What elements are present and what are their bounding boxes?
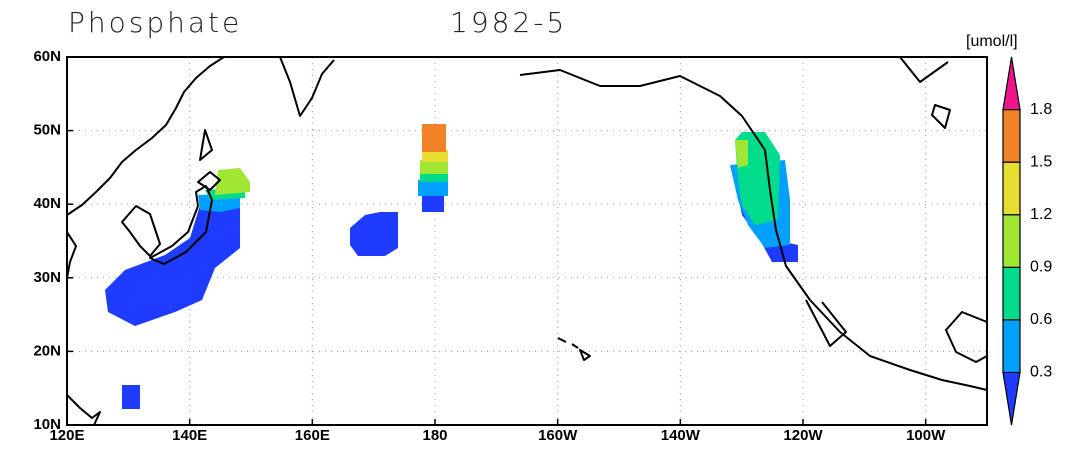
colorbar-box [1002,108,1021,163]
coastline [945,311,988,363]
patch [418,180,448,196]
patch [350,212,398,256]
lat-tick-label: 50N [33,122,61,139]
coastline [66,56,225,216]
lon-tick-label: 140W [661,427,701,444]
coastline [121,205,161,257]
colorbar-box [1002,319,1021,374]
patch [422,150,448,162]
colorbar-label: 1.2 [1030,206,1052,223]
title: Phosphate [68,6,242,39]
lat-tick-label: 30N [33,269,61,286]
coastlines [66,56,988,426]
colorbar-box [1002,161,1021,216]
unit: [umol/l] [966,33,1018,50]
lon-tick-label: 100W [906,427,946,444]
coastline [931,104,951,129]
colorbar-arrow [1002,371,1021,426]
coastline [197,171,221,191]
lon-tick-label: 120E [49,427,84,444]
lat-tick-label: 60N [33,48,61,65]
patch [735,140,748,168]
coastline [557,337,591,361]
colorbar-arrow [1002,56,1021,111]
lat-tick-label: 40N [33,195,61,212]
colorbar-label: 0.3 [1030,364,1052,381]
map-frame [66,56,988,426]
field [105,124,798,409]
patch [122,385,140,409]
coastline [199,129,213,161]
lon-tick-label: 160E [295,427,330,444]
coastline [66,394,101,426]
coastline [519,69,988,391]
coastline [805,299,847,347]
colorbar: 0.3 0.6 0.9 1.2 1.5 1.8 [1002,56,1052,426]
colorbar-label: 0.9 [1030,259,1052,276]
colorbar-box [1002,214,1021,268]
patch [420,160,448,174]
lon-tick-label: 160W [538,427,578,444]
coastline [279,56,335,117]
lat-tick-label: 20N [33,342,61,359]
date: 1982-5 [450,6,567,39]
lon-tick-label: 180 [422,427,447,444]
coastline [66,231,77,279]
lon-tick-label: 120W [783,427,823,444]
colorbar-label: 1.5 [1030,153,1052,170]
lat-tick-label: 10N [33,416,61,433]
patch [215,168,250,195]
lon-tick-label: 140E [172,427,207,444]
coastline [899,56,949,83]
colorbar-label: 0.6 [1030,311,1052,328]
coastline [149,185,213,265]
colorbar-box [1002,266,1021,321]
colorbar-label: 1.8 [1030,101,1052,118]
patch [420,172,448,182]
patch [422,124,446,152]
